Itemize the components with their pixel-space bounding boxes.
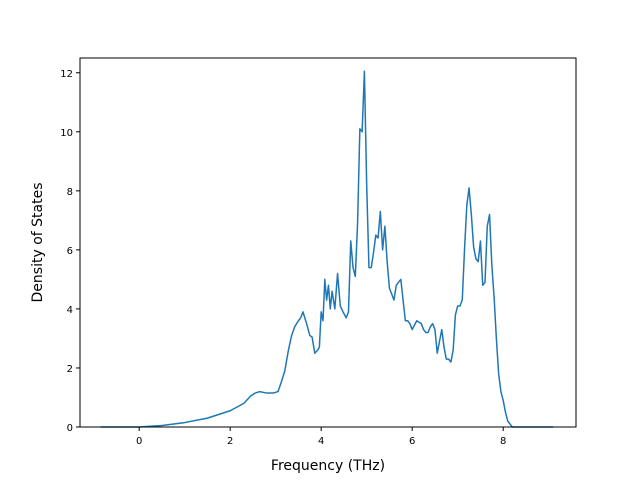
x-tick-label: 0 [136,436,142,447]
x-tick-label: 8 [500,436,506,447]
plot-frame [79,57,577,428]
y-axis-label: Density of States [30,183,46,303]
x-tick-label: 6 [409,436,415,447]
series-line [100,70,554,428]
y-axis-ticks: 0 2 4 6 8 10 12 [60,69,80,434]
x-axis-ticks: 0 2 4 6 8 [136,427,506,447]
x-axis-label: Frequency (THz) [271,458,385,474]
y-tick-label: 2 [67,364,73,375]
y-tick-label: 0 [67,423,73,434]
series-layer [100,70,554,428]
y-tick-label: 12 [60,69,73,80]
y-tick-label: 4 [67,305,73,316]
y-tick-label: 8 [67,187,73,198]
x-tick-label: 2 [227,436,233,447]
y-tick-label: 6 [67,246,73,257]
y-tick-label: 10 [60,128,73,139]
x-tick-label: 4 [318,436,324,447]
